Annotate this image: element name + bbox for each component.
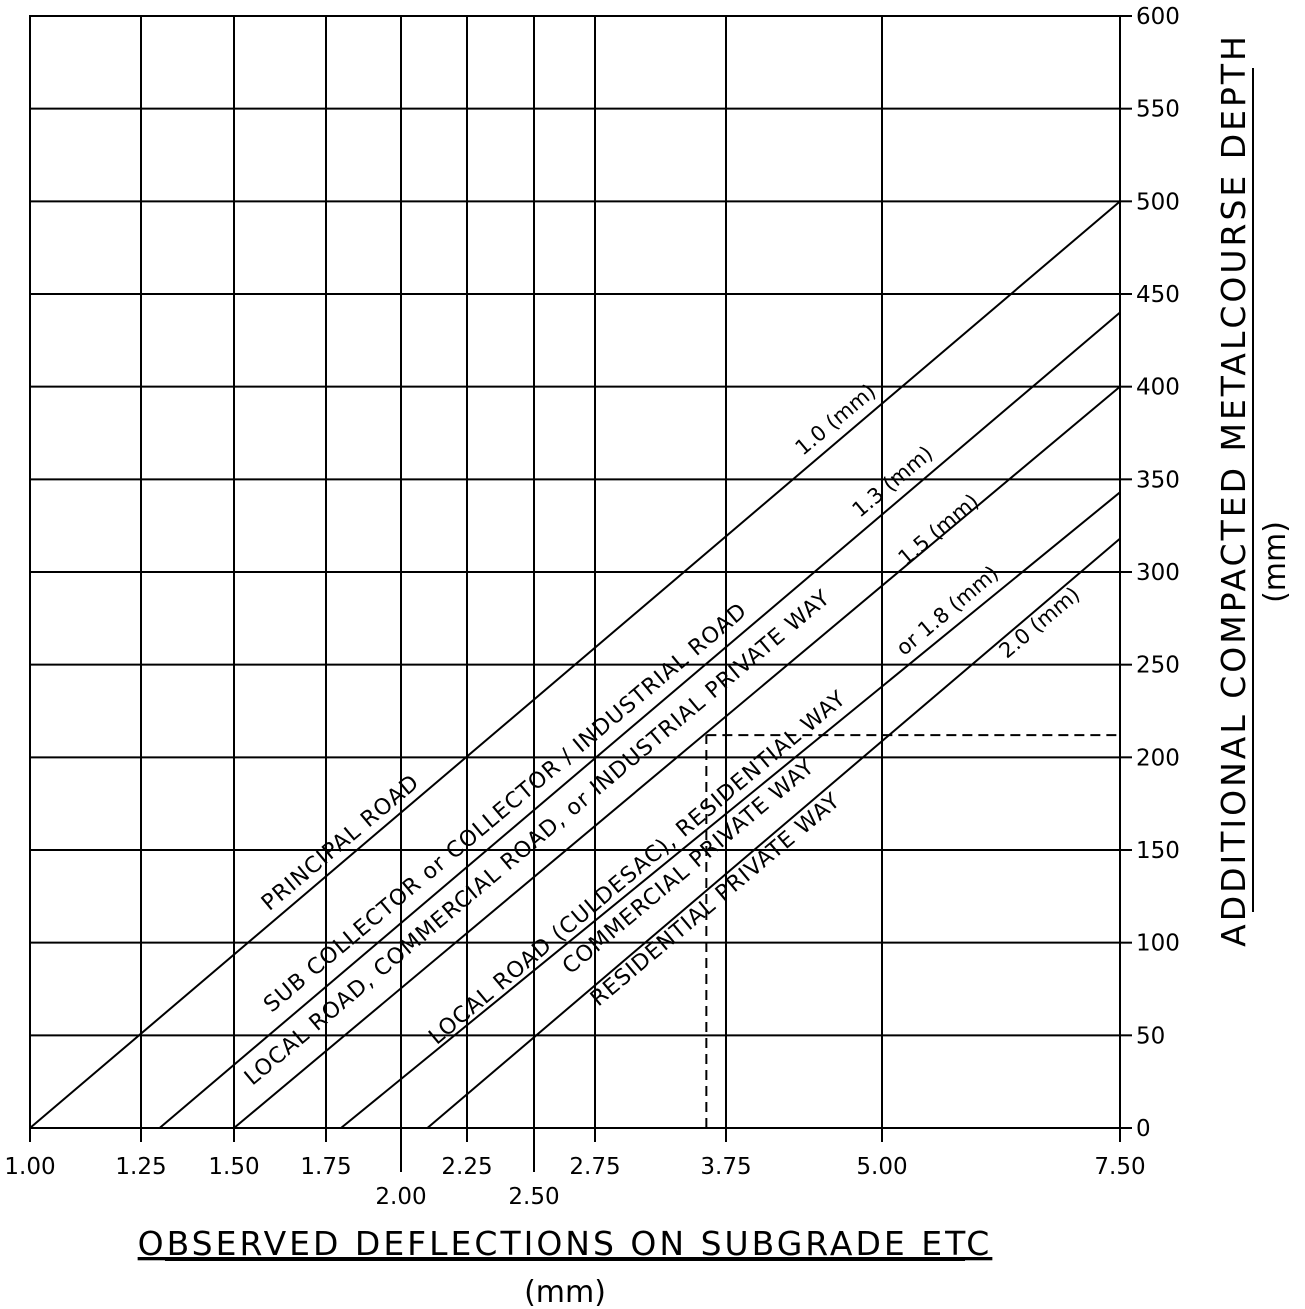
line-label: 1.0 (mm) <box>790 379 880 460</box>
deflection-line <box>158 311 1121 1129</box>
deflection-line <box>340 491 1121 1129</box>
y-tick-label: 550 <box>1136 97 1180 123</box>
deflection-line <box>426 537 1121 1129</box>
y-tick-label: 300 <box>1136 560 1180 586</box>
x-tick-label: 2.00 <box>375 1184 426 1210</box>
road-class-label: SUB COLLECTOR or COLLECTOR / INDUSTRIAL … <box>259 598 752 1017</box>
y-tick-label: 100 <box>1136 931 1180 957</box>
y-tick-label: 50 <box>1136 1023 1165 1049</box>
chart-grid <box>29 15 1132 1172</box>
y-axis-title: ADDITIONAL COMPACTED METALCOURSE DEPTH <box>1214 33 1253 947</box>
chart-series <box>29 200 1121 1129</box>
x-tick-label: 7.50 <box>1094 1154 1145 1180</box>
y-tick-label: 0 <box>1136 1116 1151 1142</box>
y-tick-label: 500 <box>1136 189 1180 215</box>
line-label: 1.3 (mm) <box>847 441 937 522</box>
y-tick-label: 150 <box>1136 838 1180 864</box>
x-tick-label: 5.00 <box>856 1154 907 1180</box>
chart-labels: 0 50 100 150 200 250 300 350 400 450 500 550 600 1.00… <box>4 4 1180 1210</box>
x-tick-label: 3.75 <box>700 1154 751 1180</box>
y-tick-label: 600 <box>1136 4 1180 30</box>
line-label: 2.0 (mm) <box>994 582 1084 663</box>
y-tick-label: 450 <box>1136 282 1180 308</box>
y-tick-label: 200 <box>1136 745 1180 771</box>
x-axis-unit: (mm) <box>524 1275 606 1309</box>
x-tick-label: 2.25 <box>441 1154 492 1180</box>
line-label: 1.5 (mm) <box>893 489 983 570</box>
x-tick-label: 2.50 <box>508 1184 559 1210</box>
example-reading <box>705 734 1120 1128</box>
y-tick-label: 250 <box>1136 653 1180 679</box>
x-tick-label: 1.00 <box>4 1154 55 1180</box>
x-tick-label: 1.75 <box>300 1154 351 1180</box>
y-tick-label: 350 <box>1136 467 1180 493</box>
x-tick-label: 1.50 <box>208 1154 259 1180</box>
x-tick-label: 1.25 <box>115 1154 166 1180</box>
line-label: or 1.8 (mm) <box>892 561 1004 660</box>
x-axis-title: OBSERVED DEFLECTIONS ON SUBGRADE ETC <box>138 1224 993 1263</box>
deflection-line <box>233 385 1121 1129</box>
x-tick-label: 2.75 <box>569 1154 620 1180</box>
y-axis-unit: (mm) <box>1258 521 1293 603</box>
y-tick-label: 400 <box>1136 375 1180 401</box>
deflection-line <box>29 200 1121 1129</box>
